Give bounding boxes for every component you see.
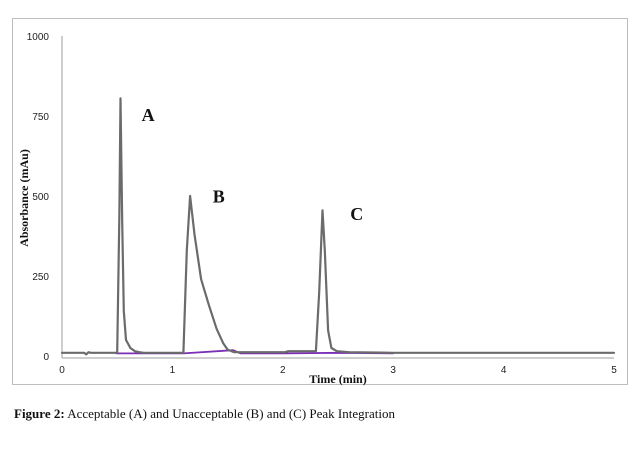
y-axis-title: Absorbance (mAu) <box>17 149 31 247</box>
x-tick-label-0: 0 <box>59 365 65 376</box>
x-tick-label-4: 4 <box>501 365 507 376</box>
x-tick-label-1: 1 <box>170 365 176 376</box>
x-tick-label-5: 5 <box>611 365 617 376</box>
chart-container: 0 250 500 750 1000 0 1 2 3 4 5 Time (min) Absorbance… <box>12 18 628 386</box>
peak-label-a: A <box>142 105 155 125</box>
figure-caption: Figure 2: Acceptable (A) and Unacceptabl… <box>14 406 395 422</box>
y-tick-label-750: 750 <box>32 112 49 123</box>
y-tick-label-0: 0 <box>43 352 49 363</box>
chromatogram-chart: 0 250 500 750 1000 0 1 2 3 4 5 Time (min) Absorbance… <box>17 32 617 386</box>
y-tick-label-250: 250 <box>32 272 49 283</box>
peak-label-b: B <box>213 186 225 206</box>
y-tick-label-1000: 1000 <box>27 32 50 43</box>
x-tick-label-3: 3 <box>390 365 396 376</box>
peak-label-c: C <box>350 204 363 224</box>
chromatogram-trace <box>60 97 616 356</box>
y-tick-label-500: 500 <box>32 192 49 203</box>
caption-lead: Figure 2: <box>14 406 65 421</box>
x-axis-title: Time (min) <box>309 372 366 386</box>
caption-text: Acceptable (A) and Unacceptable (B) and … <box>64 406 395 421</box>
x-tick-label-2: 2 <box>280 365 286 376</box>
